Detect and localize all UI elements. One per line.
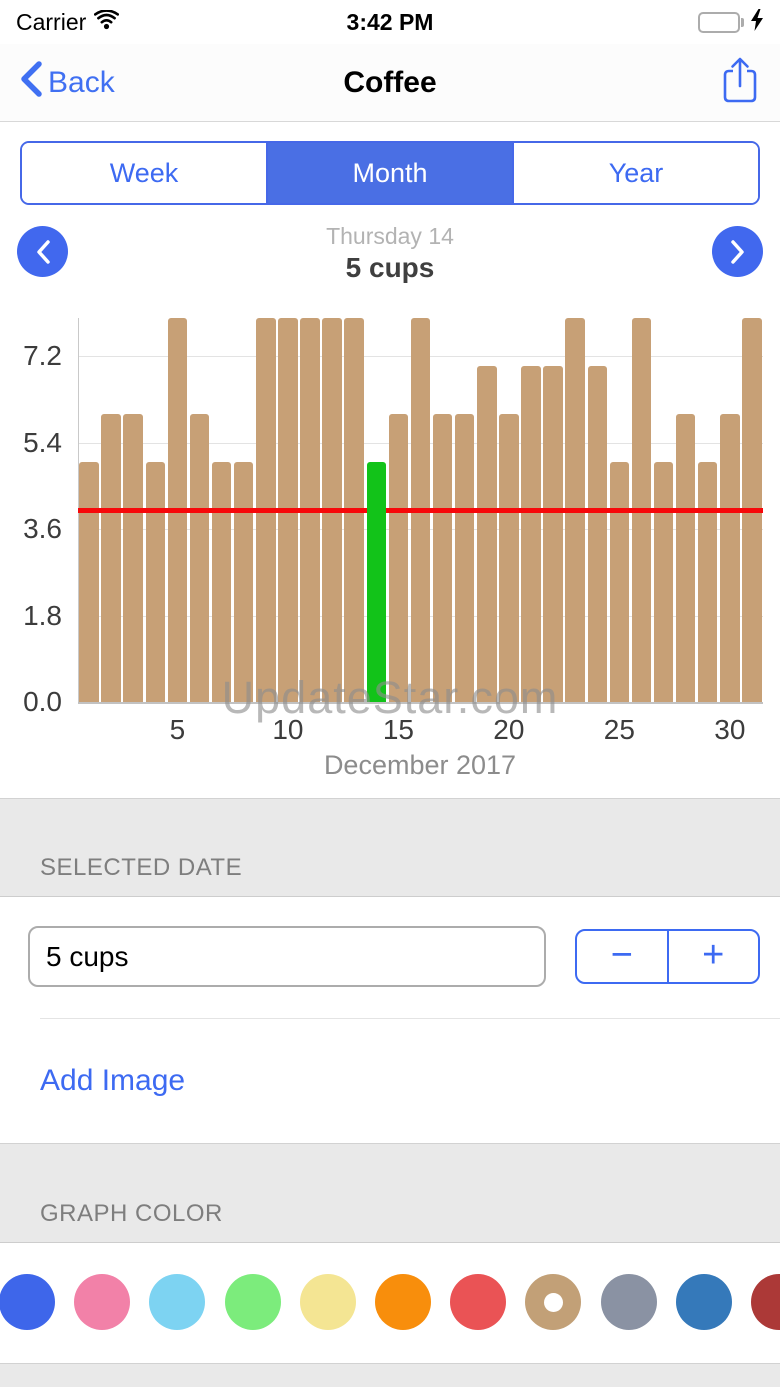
chart-bar[interactable] bbox=[189, 414, 210, 702]
add-image-button[interactable]: Add Image bbox=[40, 1064, 186, 1097]
color-swatch-selected[interactable] bbox=[525, 1274, 582, 1330]
chart-bar[interactable] bbox=[79, 462, 99, 702]
decrement-button[interactable]: − bbox=[577, 931, 669, 982]
graph-color-section-header: GRAPH COLOR bbox=[0, 1143, 780, 1243]
selected-date-label: Thursday 14 bbox=[326, 223, 454, 249]
selected-date-section-header: SELECTED DATE bbox=[0, 798, 780, 897]
selected-date-value: 5 cups bbox=[345, 252, 435, 283]
minus-icon: − bbox=[610, 933, 633, 976]
back-label: Back bbox=[48, 65, 115, 99]
x-axis-tick-label: 5 bbox=[169, 714, 186, 745]
status-bar: Carrier 3:42 PM bbox=[0, 0, 780, 44]
y-axis-tick-label: 3.6 bbox=[23, 513, 62, 545]
chart-bar[interactable] bbox=[454, 414, 475, 702]
coffee-bar-chart: 0.0 1.8 3.6 5.4 7.2 5 10 15 20 25 30 UpdateStar.com… bbox=[0, 290, 780, 798]
share-button[interactable] bbox=[720, 56, 760, 109]
color-swatch[interactable] bbox=[299, 1274, 356, 1330]
selected-swatch-indicator bbox=[543, 1292, 563, 1312]
chart-bar[interactable] bbox=[432, 414, 453, 702]
chart-bar[interactable] bbox=[123, 414, 143, 702]
color-swatch[interactable] bbox=[74, 1274, 131, 1330]
x-axis-tick-label: 15 bbox=[382, 714, 414, 745]
tab-week-label: Week bbox=[109, 157, 179, 188]
y-axis-tick-label: 5.4 bbox=[23, 426, 62, 458]
cups-input[interactable]: 5 cups bbox=[28, 926, 546, 987]
chart-bar[interactable] bbox=[720, 414, 740, 702]
chart-bar[interactable] bbox=[653, 462, 674, 702]
page-title: Coffee bbox=[343, 65, 437, 99]
chart-bar[interactable] bbox=[388, 414, 409, 702]
graph-color-header-label: GRAPH COLOR bbox=[40, 1200, 223, 1227]
color-swatch[interactable] bbox=[600, 1274, 657, 1330]
wifi-icon bbox=[94, 8, 120, 35]
charging-bolt-icon bbox=[750, 8, 764, 36]
x-axis-tick-label: 25 bbox=[603, 714, 635, 745]
chevron-right-icon bbox=[730, 239, 744, 264]
date-navigation: Thursday 14 5 cups bbox=[0, 205, 780, 290]
color-swatch[interactable] bbox=[675, 1274, 732, 1330]
selected-date-header-label: SELECTED DATE bbox=[40, 854, 243, 881]
x-axis-tick-label: 30 bbox=[714, 714, 746, 745]
tab-year[interactable]: Year bbox=[512, 143, 758, 203]
chart-bar[interactable] bbox=[675, 414, 696, 702]
next-day-button[interactable] bbox=[712, 226, 763, 277]
tab-week[interactable]: Week bbox=[22, 143, 266, 203]
x-axis-tick-label: 10 bbox=[272, 714, 304, 745]
color-swatch[interactable] bbox=[751, 1274, 780, 1330]
cups-input-value: 5 cups bbox=[46, 940, 129, 972]
increment-button[interactable]: + bbox=[669, 931, 759, 982]
reference-line bbox=[78, 507, 763, 513]
next-section-band bbox=[0, 1363, 780, 1387]
chart-bar[interactable] bbox=[609, 462, 630, 702]
chart-bar[interactable] bbox=[698, 462, 718, 702]
y-axis-tick-label: 1.8 bbox=[23, 599, 62, 631]
range-segmented-control: Week Month Year bbox=[20, 141, 760, 205]
chart-bar[interactable] bbox=[233, 462, 254, 702]
nav-bar: Coffee Back bbox=[0, 44, 780, 122]
chart-bar[interactable] bbox=[587, 366, 607, 702]
share-icon bbox=[723, 57, 757, 103]
chart-bar[interactable] bbox=[521, 366, 541, 702]
x-axis-line bbox=[78, 702, 763, 704]
tab-year-label: Year bbox=[608, 157, 664, 188]
chevron-left-icon bbox=[36, 239, 50, 264]
chart-bar[interactable] bbox=[145, 462, 166, 702]
y-axis-tick-label: 7.2 bbox=[23, 340, 62, 372]
y-axis-tick-label: 0.0 bbox=[23, 686, 62, 717]
color-swatch[interactable] bbox=[149, 1274, 206, 1330]
divider bbox=[40, 1018, 780, 1019]
chart-bar[interactable] bbox=[211, 462, 232, 702]
color-swatch-row bbox=[0, 1243, 780, 1363]
back-button[interactable]: Back bbox=[20, 60, 115, 105]
chart-bar-selected[interactable] bbox=[366, 462, 387, 702]
color-swatch[interactable] bbox=[375, 1274, 431, 1330]
battery-icon bbox=[698, 11, 744, 33]
color-swatch[interactable] bbox=[224, 1274, 281, 1330]
chart-bar[interactable] bbox=[499, 414, 519, 702]
chart-bar[interactable] bbox=[477, 366, 497, 702]
tab-month-label: Month bbox=[352, 157, 428, 188]
add-image-row: Add Image bbox=[0, 1019, 780, 1143]
chevron-left-icon bbox=[20, 60, 42, 105]
x-axis-tick-label: 20 bbox=[493, 714, 525, 745]
tab-month[interactable]: Month bbox=[266, 143, 512, 203]
cups-editor-row: 5 cups − + bbox=[0, 897, 780, 1018]
x-axis-title: December 2017 bbox=[323, 750, 517, 780]
plus-icon: + bbox=[702, 933, 725, 976]
prev-day-button[interactable] bbox=[17, 226, 68, 277]
clock: 3:42 PM bbox=[346, 8, 434, 35]
carrier-label: Carrier bbox=[16, 8, 87, 35]
chart-bar[interactable] bbox=[543, 366, 563, 702]
color-swatch[interactable] bbox=[450, 1274, 507, 1330]
cups-stepper: − + bbox=[575, 929, 760, 984]
chart-bar[interactable] bbox=[101, 414, 121, 702]
color-swatch[interactable] bbox=[0, 1274, 55, 1330]
